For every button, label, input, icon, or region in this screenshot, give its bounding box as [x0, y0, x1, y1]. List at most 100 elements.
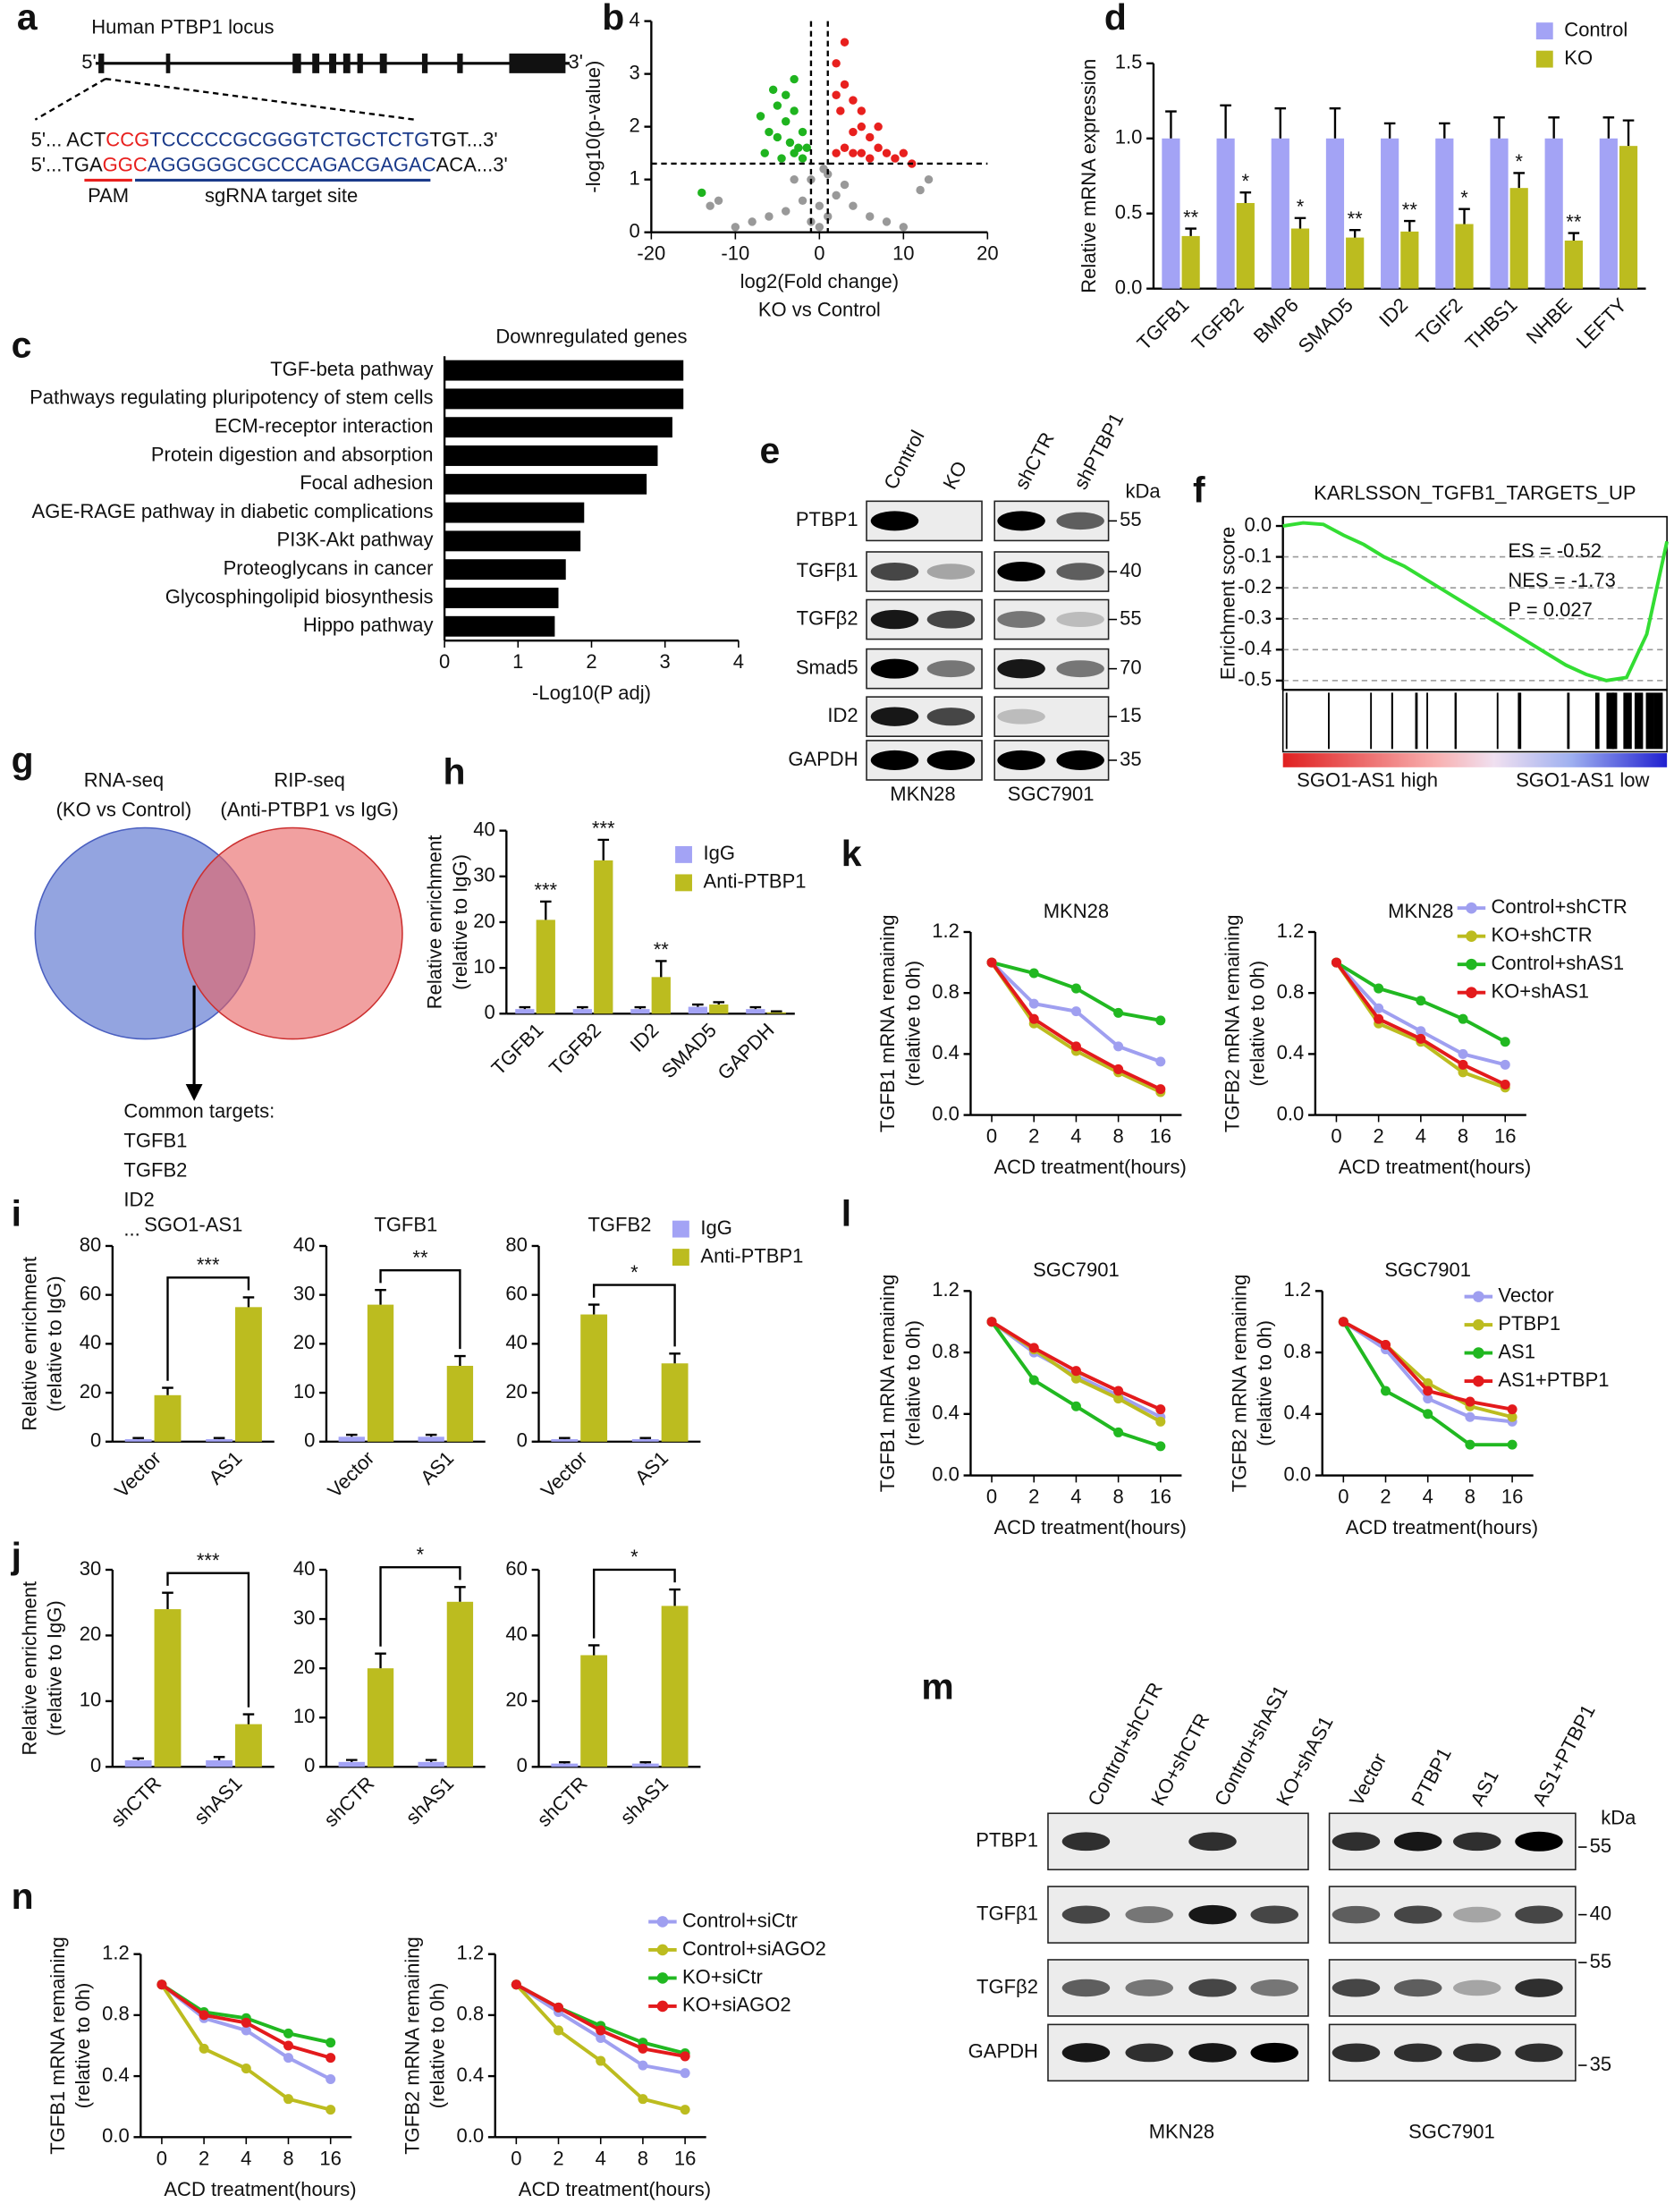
category-label: PI3K-Akt pathway	[277, 529, 434, 551]
category-label: Protein digestion and absorption	[151, 443, 434, 465]
hit-bar	[1518, 692, 1522, 750]
error-bar	[1185, 227, 1196, 236]
point	[1507, 1439, 1518, 1450]
y-tick-label: 0.4	[102, 2064, 130, 2086]
y-tick-label: 0.4	[1284, 1402, 1312, 1424]
blot-band	[1056, 563, 1104, 581]
point	[1465, 1396, 1475, 1407]
legend-label: PTBP1	[1498, 1312, 1560, 1335]
blot-band	[997, 562, 1045, 582]
point	[824, 212, 833, 221]
point	[748, 217, 757, 226]
error-bar	[1568, 232, 1580, 241]
blot-band	[1332, 1979, 1381, 1997]
blot-band	[926, 708, 976, 726]
column-label: shPTBP1	[1070, 409, 1129, 493]
y-tick-label: 40	[293, 1233, 315, 1256]
blot-band	[1188, 1904, 1237, 1925]
row-label: TGFβ1	[976, 1902, 1038, 1924]
point	[891, 154, 900, 163]
panel-label: j	[11, 1535, 21, 1576]
hit-bar	[1454, 692, 1457, 750]
y-axis-label: TGFB2 mRNA remaining	[1228, 1275, 1250, 1493]
x-tick-label: 0	[156, 2147, 167, 2169]
y-axis-label: Relative enrichment	[18, 1257, 40, 1431]
panel-label: h	[444, 750, 466, 792]
point	[765, 212, 774, 221]
point	[1458, 1048, 1468, 1059]
significance: *	[1297, 196, 1305, 218]
x-tick-label: 8	[283, 2147, 293, 2169]
bar	[444, 417, 672, 438]
bar	[766, 1012, 786, 1014]
hit-bar	[1328, 692, 1330, 750]
bar	[709, 1004, 729, 1014]
point	[756, 112, 765, 121]
error-bar	[1622, 119, 1635, 147]
y-tick-label: 0.8	[102, 2003, 130, 2025]
point	[1331, 957, 1341, 968]
significance: ***	[197, 1549, 220, 1572]
point	[760, 148, 769, 157]
x-tick-label: 0	[1331, 1125, 1341, 1148]
bar	[235, 1307, 262, 1442]
point	[1458, 1059, 1468, 1070]
column-label: Control	[879, 427, 928, 493]
point	[832, 191, 841, 200]
blot-band	[1056, 750, 1104, 770]
y-tick-label: 0.0	[457, 2124, 485, 2147]
blot-band	[926, 564, 976, 580]
point	[857, 122, 867, 131]
y-tick-label: 20	[473, 910, 495, 932]
y-tick-label: 0.4	[932, 1402, 960, 1424]
y-axis-label: (relative to 0h)	[1247, 961, 1269, 1087]
y-tick-label: 1	[630, 166, 640, 189]
error-bar	[1348, 229, 1361, 238]
point	[866, 212, 875, 221]
point	[773, 101, 782, 110]
blot-band	[1515, 1905, 1563, 1924]
chart-title: SGC7901	[1033, 1259, 1120, 1281]
point	[1028, 998, 1039, 1009]
point	[765, 127, 774, 137]
chart-title: SGO1-AS1	[144, 1214, 242, 1236]
legend-swatch	[656, 1944, 669, 1956]
x-tick-label: 4	[1070, 1486, 1081, 1508]
panel-label: e	[759, 430, 780, 471]
blot-band	[1393, 1905, 1442, 1924]
exon	[312, 53, 320, 73]
bar	[1271, 138, 1289, 289]
x-tick-label: 8	[1112, 1486, 1123, 1508]
blot-band	[1056, 512, 1104, 530]
exon	[509, 53, 566, 73]
sequence-part: ACA...3'	[436, 154, 508, 176]
significance: ***	[534, 879, 557, 902]
y-axis-label: TGFB2 mRNA remaining	[401, 1937, 423, 2155]
legend-label: Anti-PTBP1	[700, 1244, 803, 1267]
x-tick-label: 20	[976, 242, 998, 265]
bar	[651, 977, 671, 1014]
point	[849, 127, 858, 137]
y-tick-label: 0.0	[102, 2124, 130, 2147]
y-axis-label: (relative to IgG)	[449, 854, 471, 990]
y-tick-label: 30	[80, 1557, 101, 1580]
blot-band	[870, 707, 919, 726]
rank-bar	[1282, 753, 1668, 767]
error-bar	[559, 1437, 571, 1440]
point	[1155, 1404, 1166, 1415]
x-tick-label: THBS1	[1461, 293, 1522, 354]
category-label: Pathways regulating pluripotency of stem…	[30, 386, 433, 409]
error-bar	[1383, 122, 1396, 139]
error-bar	[577, 1005, 588, 1010]
panel-label: k	[841, 833, 862, 874]
cell-line-label: MKN28	[1149, 2120, 1214, 2142]
bar	[661, 1606, 689, 1767]
point	[199, 2010, 209, 2021]
point	[680, 2051, 690, 2062]
bar	[1162, 138, 1180, 289]
error-bar	[162, 1386, 173, 1395]
y-tick-label: 0.0	[1244, 513, 1272, 536]
point	[1070, 1366, 1081, 1377]
bar	[580, 1655, 608, 1767]
x-tick-label: 8	[1458, 1125, 1468, 1148]
